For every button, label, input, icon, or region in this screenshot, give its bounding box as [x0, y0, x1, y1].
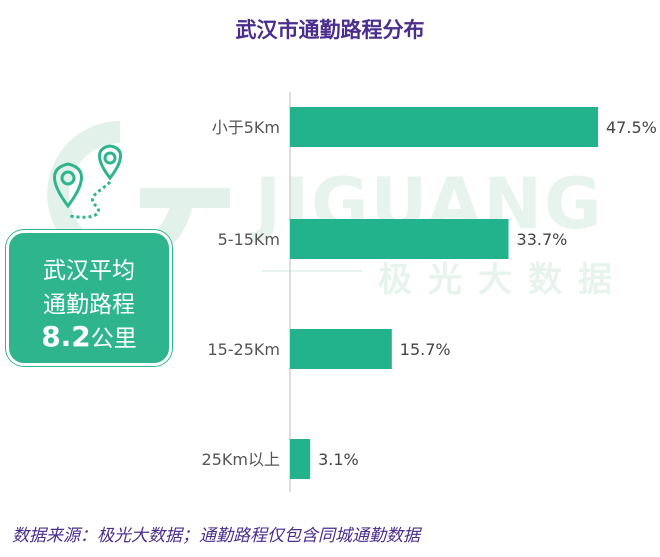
avg-box-value: 8.2 — [41, 320, 91, 353]
source-note: 数据来源：极光大数据；通勤路程仅包含同城通勤数据 — [12, 526, 420, 546]
bar-3 — [290, 439, 311, 479]
chart-title: 武汉市通勤路程分布 — [235, 18, 425, 42]
value-label-2: 15.7% — [400, 340, 451, 359]
avg-box-value-line: 8.2公里 — [9, 319, 169, 353]
value-label-3: 3.1% — [318, 450, 359, 469]
average-commute-box: 武汉平均 通勤路程 8.2公里 — [6, 230, 172, 366]
watermark-divider — [262, 270, 362, 272]
avg-box-line1: 武汉平均 — [43, 258, 135, 284]
category-label-3: 25Km以上 — [202, 450, 280, 469]
bar-1 — [290, 219, 509, 259]
category-label-2: 15-25Km — [207, 340, 280, 359]
category-label-1: 5-15Km — [218, 230, 280, 249]
category-label-0: 小于5Km — [212, 118, 280, 137]
watermark-sub: 极光大数据 — [378, 260, 628, 300]
bar-0 — [290, 107, 598, 147]
avg-box-unit: 公里 — [90, 326, 137, 352]
bar-2 — [290, 329, 392, 369]
value-label-0: 47.5% — [606, 118, 657, 137]
avg-box-line2: 通勤路程 — [43, 292, 135, 318]
value-label-1: 33.7% — [517, 230, 568, 249]
